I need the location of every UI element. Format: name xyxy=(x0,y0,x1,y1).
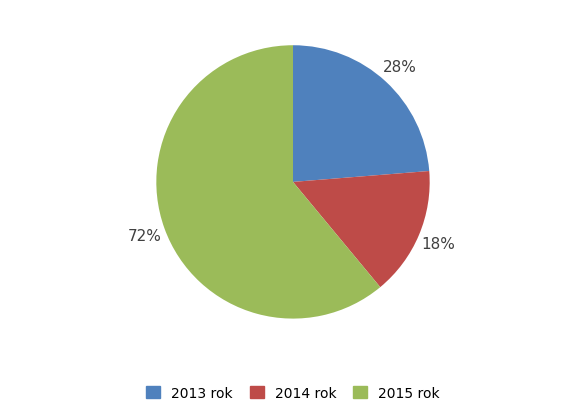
Legend: 2013 rok, 2014 rok, 2015 rok: 2013 rok, 2014 rok, 2015 rok xyxy=(142,382,444,401)
Text: 18%: 18% xyxy=(421,236,455,251)
Wedge shape xyxy=(293,172,430,288)
Text: 28%: 28% xyxy=(383,60,417,75)
Text: 72%: 72% xyxy=(128,228,162,243)
Wedge shape xyxy=(156,46,380,319)
Wedge shape xyxy=(293,46,429,182)
